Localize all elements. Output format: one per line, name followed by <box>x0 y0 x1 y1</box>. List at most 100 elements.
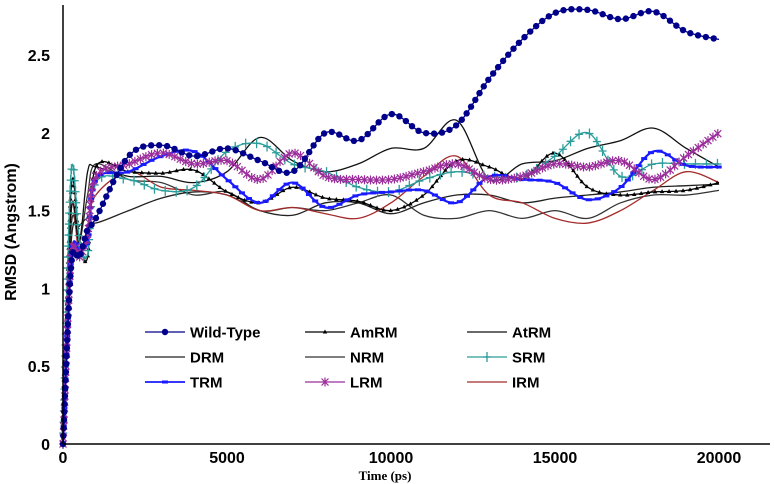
data-point-amrm <box>539 158 545 163</box>
data-point-trm <box>388 190 395 194</box>
data-point-trm <box>569 191 576 195</box>
data-point-amrm <box>368 202 373 207</box>
data-point-lrm <box>591 161 600 171</box>
y-tick-label: 2.5 <box>28 48 50 65</box>
data-point-lrm <box>475 170 484 180</box>
data-point-wild-type <box>60 416 68 424</box>
data-point-trm <box>292 181 299 185</box>
data-point-lrm <box>504 174 513 184</box>
data-point-trm <box>562 186 569 190</box>
data-point-trm <box>585 198 592 202</box>
data-point-amrm <box>467 157 472 162</box>
data-point-wild-type <box>472 96 479 104</box>
data-point-wild-type <box>109 178 117 186</box>
data-point-lrm <box>205 157 214 167</box>
data-point-srm <box>263 141 272 152</box>
data-point-srm <box>647 159 656 170</box>
data-point-amrm <box>480 162 485 167</box>
data-point-wild-type <box>171 145 178 153</box>
data-point-lrm <box>460 161 468 171</box>
data-point-srm <box>72 208 81 219</box>
series-line-lrm <box>62 132 720 445</box>
data-point-amrm <box>701 184 706 189</box>
data-point-srm <box>130 175 139 186</box>
data-point-lrm <box>238 165 246 175</box>
data-point-trm <box>232 185 239 189</box>
data-point-wild-type <box>63 344 71 352</box>
data-point-lrm <box>522 170 530 180</box>
data-point-srm <box>658 158 667 169</box>
data-point-wild-type <box>545 13 552 20</box>
data-point-wild-type <box>505 51 512 58</box>
data-point-trm <box>635 164 642 168</box>
data-point-amrm <box>557 152 562 157</box>
data-point-lrm <box>465 164 474 174</box>
data-point-trm <box>352 194 359 198</box>
data-point-srm <box>592 136 601 147</box>
data-point-trm <box>630 171 637 175</box>
data-point-trm <box>328 205 335 209</box>
legend-label: LRM <box>350 375 383 392</box>
data-point-wild-type <box>239 150 247 157</box>
data-point-amrm <box>708 182 713 187</box>
data-point-amrm <box>474 159 479 164</box>
data-point-lrm <box>396 173 405 183</box>
data-point-amrm <box>153 170 158 175</box>
data-point-lrm <box>285 149 294 159</box>
data-point-amrm <box>694 185 700 190</box>
data-point-amrm <box>687 187 693 192</box>
data-point-srm <box>69 164 78 175</box>
data-point-wild-type <box>65 296 73 304</box>
data-point-amrm <box>575 173 580 178</box>
data-point-trm <box>476 181 483 185</box>
tick-labels: 0 5000 10000 15000 20000 0 0.5 1 1.5 2 2.5 <box>28 48 742 467</box>
data-point-wild-type <box>645 8 652 15</box>
data-point-wild-type <box>65 312 72 320</box>
legend-item-lrm: LRM <box>305 375 383 392</box>
data-point-srm <box>71 186 80 197</box>
data-point-lrm <box>242 169 251 179</box>
series-line-wild-type <box>62 8 720 445</box>
legend-label: AtRM <box>512 325 551 342</box>
data-point-trm <box>464 194 471 198</box>
data-point-lrm <box>372 175 381 185</box>
data-point-lrm <box>130 156 139 166</box>
data-point-lrm <box>651 174 659 184</box>
data-point-wild-type <box>306 148 313 156</box>
data-point-lrm <box>181 157 190 167</box>
data-point-wild-type <box>485 76 492 83</box>
data-point-srm <box>140 179 149 190</box>
data-point-trm <box>182 148 189 152</box>
data-point-lrm <box>136 154 145 164</box>
data-point-trm <box>483 176 490 180</box>
data-point-amrm <box>632 191 637 196</box>
data-point-wild-type <box>201 151 209 158</box>
data-point-trm <box>124 170 131 174</box>
data-point-wild-type <box>463 110 470 117</box>
data-point-wild-type <box>467 103 475 110</box>
data-point-srm <box>609 164 618 175</box>
legend-label: Wild-Type <box>190 325 260 342</box>
data-point-trm <box>618 184 625 188</box>
data-point-amrm <box>355 198 360 203</box>
series-atrm <box>62 119 720 445</box>
data-point-wild-type <box>163 142 171 150</box>
data-point-wild-type <box>186 152 193 159</box>
data-point-wild-type <box>350 137 358 145</box>
data-point-trm <box>305 192 312 196</box>
data-point-wild-type <box>126 151 134 159</box>
data-point-lrm <box>147 150 156 160</box>
data-point-trm <box>73 242 80 246</box>
data-point-lrm <box>585 162 594 172</box>
data-point-wild-type <box>415 127 422 135</box>
data-point-wild-type <box>62 376 69 384</box>
data-point-wild-type <box>653 9 660 16</box>
data-point-trm <box>283 182 290 186</box>
data-point-amrm <box>374 205 380 210</box>
data-point-srm <box>415 176 424 187</box>
data-point-wild-type <box>275 167 283 175</box>
data-point-lrm <box>684 150 693 160</box>
data-point-amrm <box>287 185 292 190</box>
data-point-wild-type <box>178 149 185 156</box>
data-point-amrm <box>460 156 465 161</box>
